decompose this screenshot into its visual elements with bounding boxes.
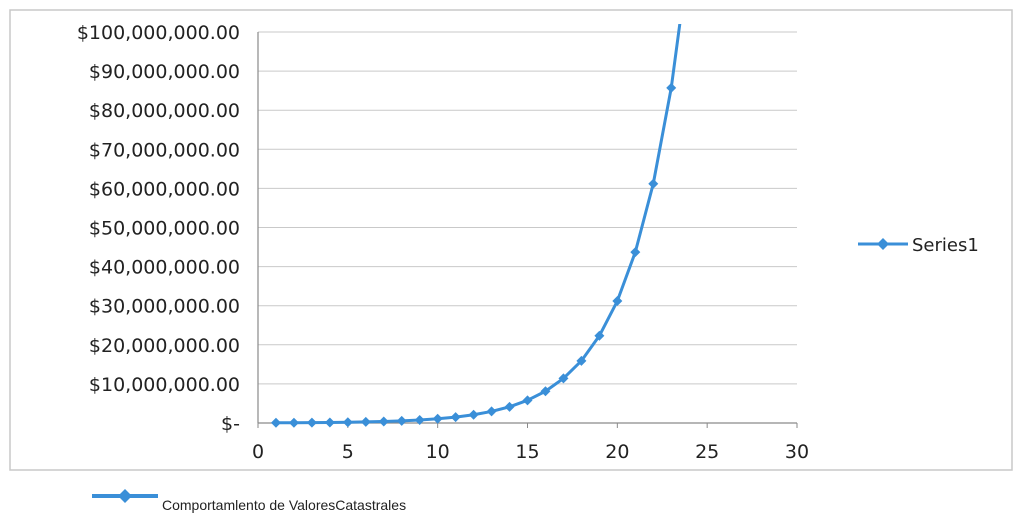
x-tick-label: 10 <box>426 441 450 463</box>
y-tick-label: $10,000,000.00 <box>89 374 240 396</box>
y-tick-label: $60,000,000.00 <box>89 178 240 200</box>
caption-legend: Comportamlento de ValoresCatastrales <box>92 489 406 513</box>
legend-label-series1: Series1 <box>912 235 979 256</box>
y-tick-label: $70,000,000.00 <box>89 139 240 161</box>
x-tick-label: 15 <box>515 441 539 463</box>
x-tick-label: 30 <box>785 441 809 463</box>
x-tick-label: 20 <box>605 441 629 463</box>
y-tick-label: $90,000,000.00 <box>89 61 240 83</box>
y-tick-label: $20,000,000.00 <box>89 335 240 357</box>
x-tick-label: 5 <box>342 441 354 463</box>
y-tick-label: $30,000,000.00 <box>89 296 240 318</box>
x-tick-label: 25 <box>695 441 719 463</box>
y-tick-label: $40,000,000.00 <box>89 257 240 279</box>
y-tick-label: $- <box>221 413 240 435</box>
y-tick-label: $80,000,000.00 <box>89 100 240 122</box>
y-tick-label: $100,000,000.00 <box>77 22 240 44</box>
y-tick-label: $50,000,000.00 <box>89 218 240 240</box>
x-tick-label: 0 <box>252 441 264 463</box>
caption-marker <box>118 489 132 503</box>
caption-label: Comportamlento de ValoresCatastrales <box>162 497 406 513</box>
